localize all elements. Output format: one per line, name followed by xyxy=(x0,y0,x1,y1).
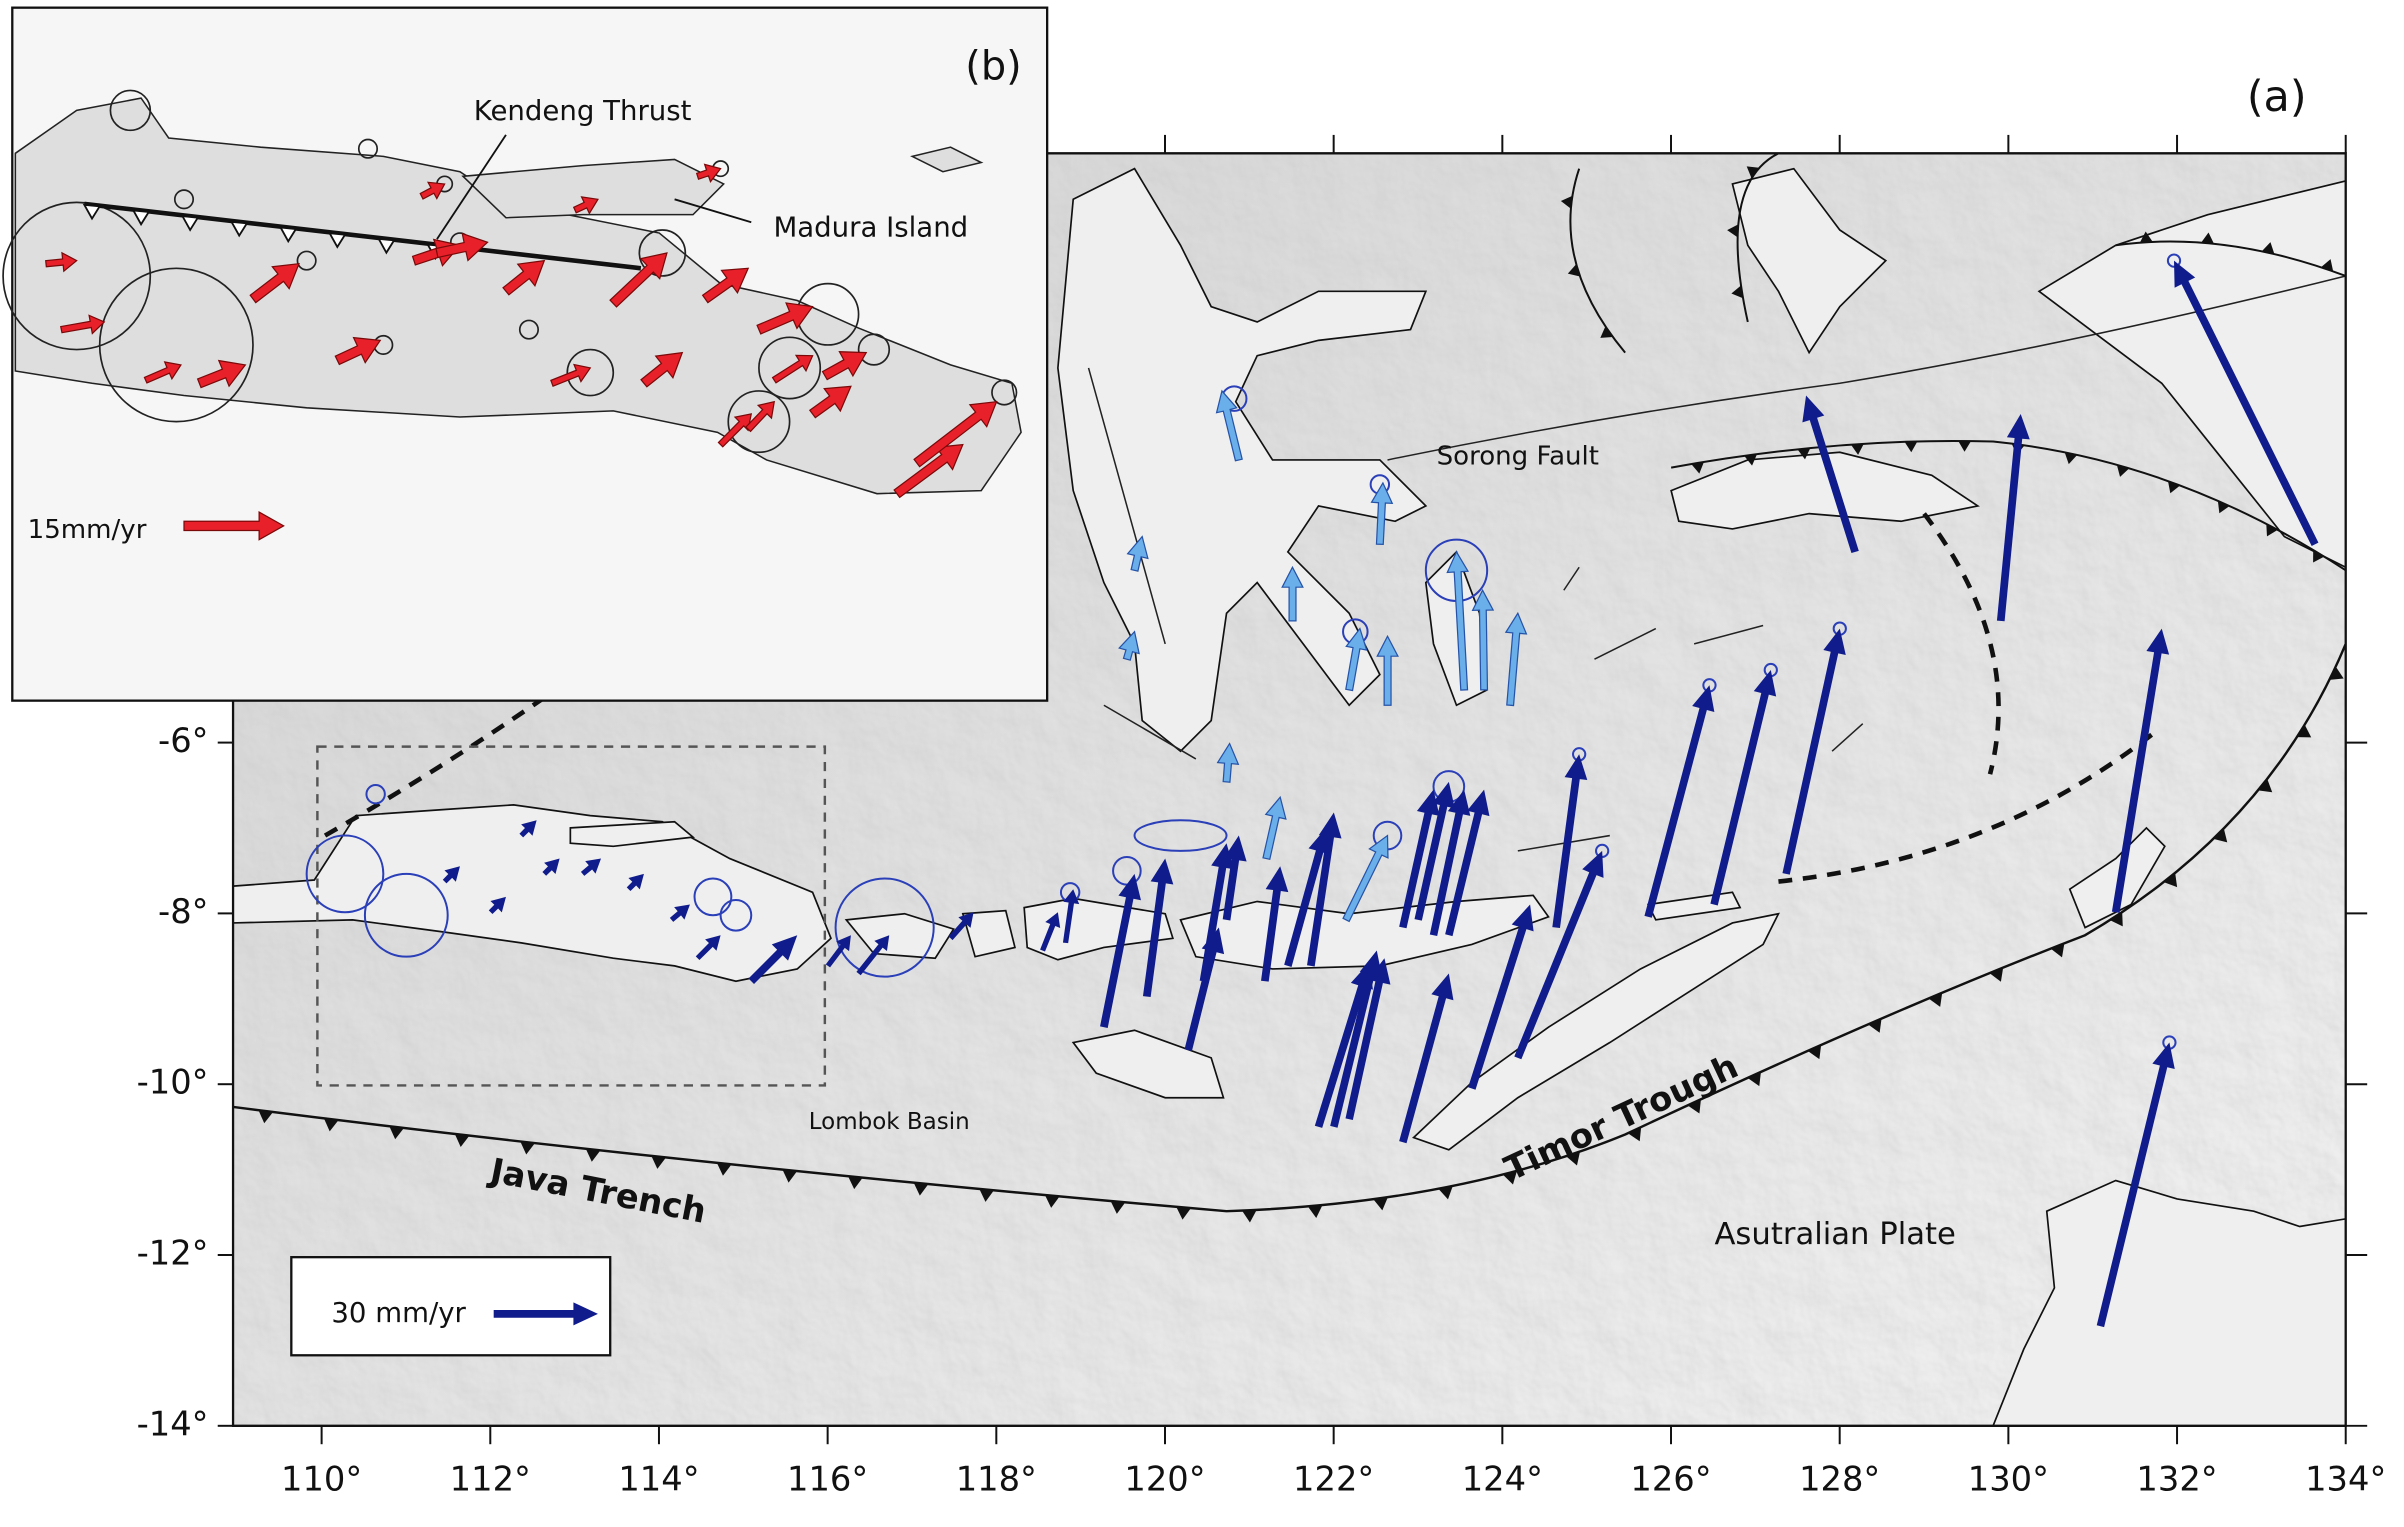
map-panel-b: (b) Kendeng Thrust Madura Island 15mm/yr xyxy=(3,8,1047,701)
x-tick-label: 118° xyxy=(956,1460,1037,1499)
x-tick-label: 128° xyxy=(1799,1460,1880,1499)
x-tick-label: 134° xyxy=(2305,1460,2386,1499)
x-tick-label: 124° xyxy=(1462,1460,1543,1499)
x-tick-label: 116° xyxy=(787,1460,868,1499)
annotation: Kendeng Thrust xyxy=(474,94,692,127)
annotation: Sorong Fault xyxy=(1437,441,1599,471)
figure: 110° 112° 114° 116° 118° 120° 122° 124° 126° 128°… xyxy=(0,0,2404,1527)
annotation: Asutralian Plate xyxy=(1714,1217,1955,1252)
x-tick-label: 112° xyxy=(450,1460,531,1499)
x-tick-label: 120° xyxy=(1124,1460,1205,1499)
y-tick-label: -8° xyxy=(158,892,208,931)
x-tick-label: 132° xyxy=(2136,1460,2217,1499)
x-tick-label: 122° xyxy=(1293,1460,1374,1499)
scale-label: 30 mm/yr xyxy=(331,1296,466,1329)
annotation: Madura Island xyxy=(773,210,968,243)
panel-label: (b) xyxy=(965,43,1021,89)
y-tick-label: -6° xyxy=(158,721,208,760)
y-tick-label: -14° xyxy=(137,1404,209,1443)
panel-label: (a) xyxy=(2247,72,2307,122)
annotation: Lombok Basin xyxy=(809,1109,970,1135)
page: {"panel_a": {"label": "(a)", "xlim": [10… xyxy=(0,0,2404,1527)
x-tick-label: 130° xyxy=(1968,1460,2049,1499)
scale-label: 15mm/yr xyxy=(28,515,147,545)
x-tick-label: 114° xyxy=(618,1460,699,1499)
y-tick-label: -10° xyxy=(137,1063,209,1102)
y-tick-label: -12° xyxy=(137,1234,209,1273)
x-tick-label: 110° xyxy=(281,1460,362,1499)
x-tick-label: 126° xyxy=(1630,1460,1711,1499)
